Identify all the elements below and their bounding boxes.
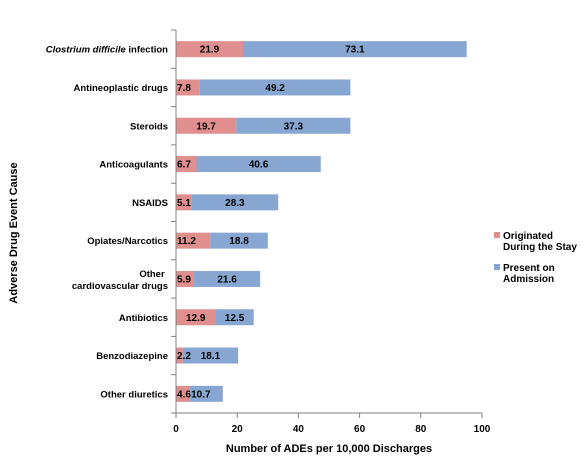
- bar-originated-during-stay: [176, 156, 197, 173]
- category-label-line: cardiovascular drugs: [72, 281, 168, 292]
- bar-value-label: 49.2: [265, 83, 285, 94]
- bar-present-on-admission: [199, 79, 351, 96]
- legend-swatch-present: [494, 264, 500, 270]
- category-label-line: Other: [139, 269, 165, 280]
- category-label: Steroids: [130, 121, 168, 132]
- bar-value-label: 12.9: [186, 313, 206, 324]
- category-label: Anticoagulants: [99, 160, 168, 171]
- bar-value-label: 7.8: [177, 83, 191, 94]
- bar-value-label: 21.6: [217, 274, 237, 285]
- bar-originated-during-stay: [176, 385, 191, 402]
- bar-value-label: 4.6: [177, 389, 191, 400]
- legend-label-line: Present on: [503, 263, 555, 274]
- bar-value-label: 18.1: [201, 351, 221, 362]
- bar-present-on-admission: [182, 347, 239, 364]
- category-label: Benzodiazepine: [96, 351, 168, 362]
- x-tick-label: 0: [173, 424, 179, 435]
- x-axis-title: Number of ADEs per 10,000 Discharges: [226, 443, 432, 455]
- legend-label-line: Originated: [503, 231, 553, 242]
- bar-value-label: 19.7: [196, 121, 216, 132]
- bar-originated-during-stay: [176, 309, 216, 326]
- bar-value-label: 37.3: [284, 121, 304, 132]
- x-tick-label: 20: [232, 424, 244, 435]
- bar-value-label: 2.2: [177, 351, 191, 362]
- x-tick-label: 100: [474, 424, 491, 435]
- bar-originated-during-stay: [176, 194, 192, 211]
- bar-value-label: 28.3: [225, 198, 245, 209]
- bar-present-on-admission: [215, 309, 254, 326]
- category-label: Opiates/Narcotics: [87, 236, 168, 247]
- x-tick-label: 60: [354, 424, 366, 435]
- bar-present-on-admission: [191, 194, 279, 211]
- bar-originated-during-stay: [176, 117, 237, 134]
- bar-value-label: 21.9: [200, 45, 220, 56]
- bar-originated-during-stay: [176, 79, 200, 96]
- bar-value-label: 12.5: [225, 313, 245, 324]
- bar-present-on-admission: [196, 156, 321, 173]
- bar-present-on-admission: [243, 41, 467, 58]
- x-tick-label: 80: [415, 424, 427, 435]
- legend-label-line: Admission: [503, 274, 554, 285]
- bar-originated-during-stay: [176, 270, 195, 287]
- bar-present-on-admission: [190, 385, 223, 402]
- category-label: Other diuretics: [100, 389, 168, 400]
- bar-originated-during-stay: [176, 41, 244, 58]
- legend-label-line: During the Stay: [503, 242, 577, 253]
- bar-value-label: 73.1: [345, 45, 365, 56]
- bar-originated-during-stay: [176, 232, 211, 249]
- category-label: Antineoplastic drugs: [74, 83, 168, 94]
- bar-value-label: 5.1: [177, 198, 191, 209]
- bar-value-label: 6.7: [177, 160, 191, 171]
- category-label: Antibiotics: [119, 313, 168, 324]
- value-labels-layer: 21.9 73.1 7.8 49.2 19.7 37.3 6.7 40.6 5.1 28.3 11.…: [177, 45, 365, 401]
- y-axis-title: Adverse Drug Event Cause: [8, 162, 20, 303]
- bar-present-on-admission: [194, 270, 261, 287]
- bar-value-label: 10.7: [191, 389, 211, 400]
- legend-swatch-originated: [494, 232, 500, 238]
- category-label: Clostrium difficile infection: [46, 45, 168, 56]
- bar-value-label: 40.6: [249, 160, 269, 171]
- category-label: NSAIDS: [132, 198, 168, 209]
- bars-layer: [176, 41, 467, 402]
- bar-present-on-admission: [210, 232, 268, 249]
- x-ticks-layer: 0 20 40 60 80 100: [171, 29, 491, 435]
- bar-value-label: 5.9: [177, 274, 191, 285]
- bar-present-on-admission: [236, 117, 351, 134]
- bar-value-label: 18.8: [229, 236, 249, 247]
- bar-value-label: 11.2: [177, 236, 196, 247]
- bar-originated-during-stay: [176, 347, 183, 364]
- category-labels-layer: Clostrium difficile infection Antineoplas…: [46, 45, 168, 401]
- x-tick-label: 40: [293, 424, 305, 435]
